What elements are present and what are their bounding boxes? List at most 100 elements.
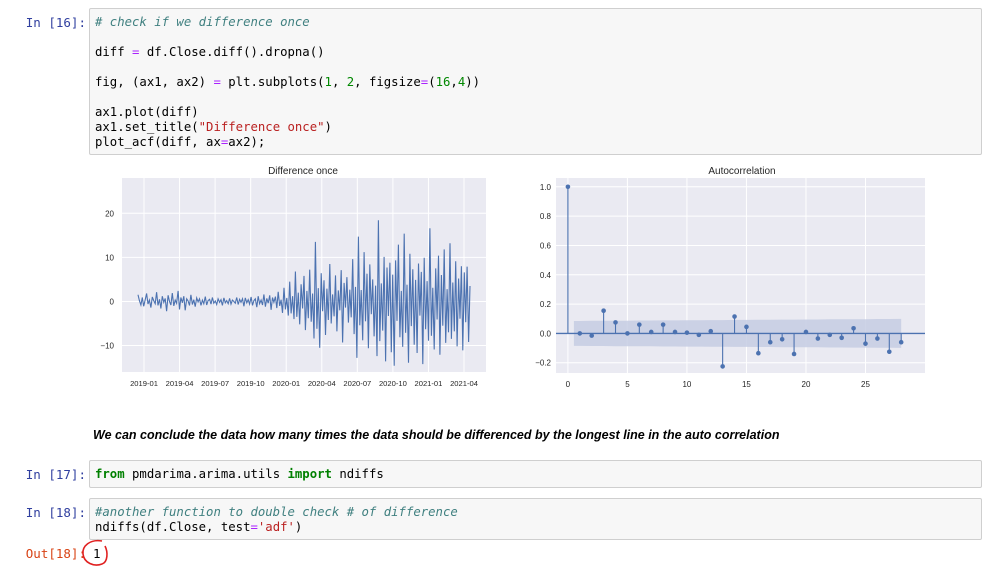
code-token: from [95,467,125,481]
x-tick-label: 2019-10 [237,379,265,388]
code-line[interactable]: ndiffs(df.Close, test='adf') [95,520,976,535]
x-tick-label: 2020-01 [272,379,300,388]
code-token: plot_acf(diff, ax [95,135,221,149]
code-token: ndiffs [331,467,384,481]
markdown-conclusion: We can conclude the data how many times … [93,428,780,442]
code-token: = [132,45,140,59]
x-tick-label: 20 [802,380,811,389]
acf-point [589,333,595,338]
cell-16-prompt: In [16]: [25,15,86,30]
code-line[interactable] [95,30,976,45]
x-tick-label: 5 [625,380,630,389]
x-tick-label: 0 [566,380,571,389]
acf-point [898,339,904,345]
x-tick-label: 2019-01 [130,379,158,388]
code-line[interactable]: fig, (ax1, ax2) = plt.subplots(1, 2, fig… [95,75,976,90]
plot-area [122,178,486,372]
x-tick-label: 15 [742,380,751,389]
y-tick-label: 0.2 [540,300,552,309]
code-token: ax1.plot(diff) [95,105,199,119]
x-tick-label: 2021-01 [415,379,443,388]
x-tick-label: 2019-07 [201,379,229,388]
code-token: ( [428,75,436,89]
acf-point [601,308,606,313]
code-token: = [420,75,429,89]
code-token: = [213,75,221,89]
x-tick-label: 25 [861,380,870,389]
code-token: ) [324,120,332,134]
y-tick-label: 0.6 [540,241,552,250]
code-token: import [287,467,332,481]
code-token: 16 [435,75,451,89]
code-token: df.Close.diff().dropna() [139,45,325,59]
y-tick-label: −0.2 [535,359,551,368]
chart-difference-once: Difference once 20 10 0 −10 2019-01 2019-04 2… [100,166,486,388]
code-token: ax2); [228,135,266,149]
code-line[interactable]: ax1.plot(diff) [95,105,976,120]
x-tick-label: 2019-04 [166,379,194,388]
cell-16-input[interactable]: # check if we difference once diff = df.C… [89,8,982,155]
code-token: 'adf' [257,520,295,534]
acf-point [732,314,737,319]
code-block[interactable]: #another function to double check # of d… [90,499,981,541]
out-18-prompt: Out[18]: [25,546,86,561]
acf-point [756,350,761,356]
acf-point [791,351,797,357]
code-token: 4 [457,75,466,89]
acf-point [744,324,749,330]
chart-title: Difference once [268,166,338,177]
code-line[interactable] [95,60,976,75]
code-block[interactable]: # check if we difference once diff = df.C… [90,9,981,156]
code-line[interactable]: ax1.set_title("Difference once") [95,120,976,135]
code-line[interactable]: plot_acf(diff, ax=ax2); [95,135,976,150]
code-line[interactable] [95,90,976,105]
acf-point [708,328,714,334]
y-tick-label: 0 [110,297,115,306]
y-tick-label: 0.4 [540,271,552,280]
code-token: plt.subplots( [220,75,325,89]
code-token: diff [95,45,133,59]
code-token: #another function to double check # of d… [95,505,458,519]
y-tick-label: 0.0 [540,329,552,338]
acf-point [696,332,702,338]
acf-point [613,320,618,325]
acf-point [803,329,809,335]
x-tick-label: 2020-04 [308,379,336,388]
code-token: )) [465,75,481,89]
acf-point [875,336,880,341]
code-line[interactable]: from pmdarima.arima.utils import ndiffs [95,467,976,482]
acf-point [565,184,571,190]
series-line [137,220,471,366]
code-token: "Difference once" [198,120,325,134]
chart-title: Autocorrelation [708,166,775,177]
acf-point [625,331,630,336]
x-tick-label: 10 [682,380,691,389]
code-line[interactable]: #another function to double check # of d… [95,505,976,520]
acf-point [720,364,725,369]
acf-point [815,336,821,341]
code-token: 1 [324,75,332,89]
code-line[interactable]: # check if we difference once [95,15,976,30]
code-token: pmdarima.arima.utils [124,467,288,481]
code-token: ndiffs(df.Close, test [95,520,251,534]
cell-17-input[interactable]: from pmdarima.arima.utils import ndiffs [89,460,982,488]
code-token: ax1.set_title( [95,120,199,134]
acf-point [660,322,666,327]
y-tick-label: 0.8 [540,212,552,221]
code-token: = [220,135,229,149]
acf-point [767,339,773,345]
code-line[interactable]: diff = df.Close.diff().dropna() [95,45,976,60]
cell-17-prompt: In [17]: [25,467,86,482]
code-token: , [331,75,347,89]
acf-point [577,331,583,336]
cell-18-input[interactable]: #another function to double check # of d… [89,498,982,540]
output-value: 1 [93,546,101,561]
code-token: ) [294,520,303,534]
x-tick-label: 2020-10 [379,379,407,388]
y-tick-label: 10 [105,253,114,262]
acf-point [637,322,642,327]
acf-point [886,349,892,355]
x-tick-label: 2020-07 [343,379,371,388]
code-token: , figsize [354,75,421,89]
code-block[interactable]: from pmdarima.arima.utils import ndiffs [90,461,981,488]
